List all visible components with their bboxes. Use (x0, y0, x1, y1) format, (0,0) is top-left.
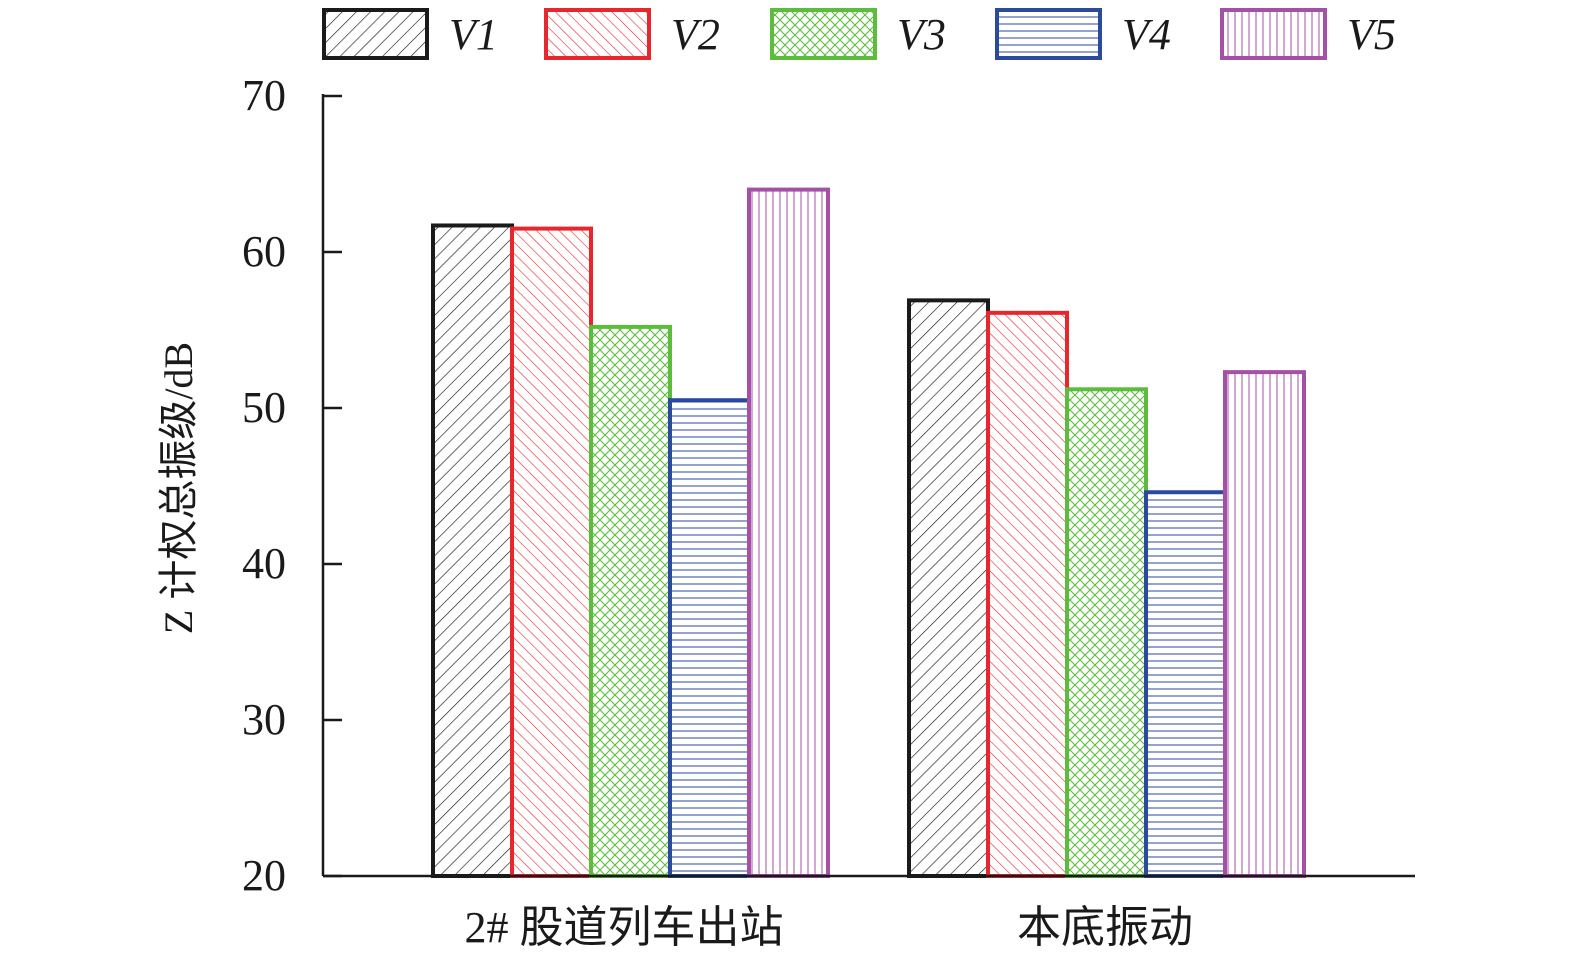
bar-v1-2 (907, 298, 990, 878)
y-tick-label: 20 (242, 851, 286, 900)
bar-v1-1 (431, 223, 514, 879)
legend-swatch-v4 (995, 8, 1102, 60)
y-tick-label: 30 (242, 695, 286, 744)
y-axis-label: Z 计权总振级/dB (156, 342, 201, 634)
legend-label-v3: V3 (897, 10, 946, 59)
bar-v2-2 (986, 310, 1069, 878)
legend: V1 V2 V3 V4 V5 (322, 8, 1396, 60)
bar-v3-2 (1065, 387, 1148, 878)
y-tick-label: 50 (242, 383, 286, 432)
legend-label-v4: V4 (1122, 10, 1171, 59)
legend-label-v1: V1 (449, 10, 498, 59)
x-category-label: 2# 股道列车出站 (465, 903, 784, 952)
bar-v3-1 (589, 324, 672, 878)
y-tick-label: 40 (242, 539, 286, 588)
legend-label-v2: V2 (671, 10, 720, 59)
axes-group: 20 30 40 50 60 70 2# 股道列车出站 本底振动 (242, 71, 1415, 952)
legend-swatch-v3 (770, 8, 877, 60)
y-tick-label: 70 (242, 71, 286, 120)
bar-v5-1 (747, 187, 830, 879)
bar-v5-2 (1223, 370, 1306, 878)
legend-label-v5: V5 (1347, 10, 1396, 59)
legend-swatch-v5 (1220, 8, 1327, 60)
bar-v4-1 (668, 398, 751, 878)
x-category-label: 本底振动 (1017, 903, 1193, 952)
bar-v4-2 (1144, 490, 1227, 878)
legend-swatch-v1 (322, 8, 429, 60)
bars-group (431, 187, 1306, 879)
y-tick-label: 60 (242, 227, 286, 276)
legend-swatch-v2 (544, 8, 651, 60)
bar-v2-1 (510, 226, 593, 879)
